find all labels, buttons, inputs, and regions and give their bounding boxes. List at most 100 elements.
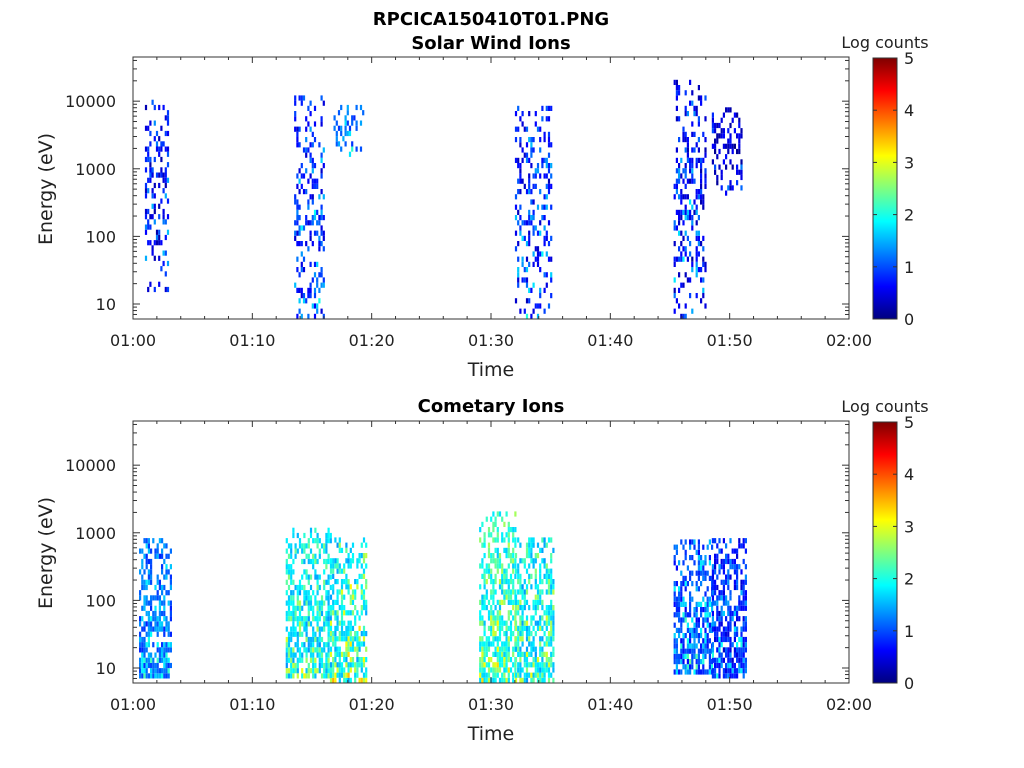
heat-cell: [521, 178, 524, 184]
heat-cell: [344, 125, 347, 131]
heat-cell: [545, 282, 548, 288]
heat-cell: [340, 589, 344, 595]
heat-cell: [139, 548, 142, 554]
heat-cell: [684, 204, 687, 210]
heat-cell: [311, 220, 314, 226]
heat-cell: [708, 669, 711, 675]
heat-cell: [302, 147, 306, 153]
heat-cell: [296, 600, 299, 606]
heat-cell: [675, 627, 678, 633]
heat-cell: [532, 225, 535, 231]
heat-cell: [543, 610, 546, 616]
heat-cell: [686, 581, 689, 587]
heat-cell: [689, 277, 692, 283]
heat-cell: [329, 651, 333, 657]
heat-cell: [343, 636, 346, 642]
heat-cell: [292, 595, 295, 601]
heat-cell: [492, 579, 495, 585]
heat-cell: [740, 605, 743, 611]
heat-cell: [487, 532, 491, 538]
heat-cell: [351, 610, 355, 616]
heat-cell: [309, 293, 312, 299]
y-tick-label: 1000: [75, 160, 116, 179]
heat-cell: [532, 625, 535, 631]
heat-cell: [296, 673, 299, 679]
heat-cell: [292, 558, 295, 565]
heat-cell: [711, 159, 714, 165]
heat-cell: [545, 620, 548, 626]
heat-cell: [722, 128, 725, 134]
heat-cell: [145, 553, 148, 559]
heat-cell: [298, 538, 302, 544]
heat-cell: [365, 584, 368, 590]
heat-cell: [702, 204, 705, 210]
heat-cell: [160, 172, 163, 178]
heat-cell: [298, 543, 302, 549]
heat-cell: [487, 573, 491, 579]
heat-cell: [296, 173, 299, 179]
heat-cell: [738, 543, 741, 549]
heat-cell: [294, 220, 297, 226]
heat-cell: [163, 616, 166, 622]
heat-cell: [498, 511, 502, 517]
heat-cell: [287, 673, 291, 679]
heat-cell: [150, 579, 153, 585]
heat-cell: [316, 558, 319, 565]
heat-cell: [700, 183, 703, 189]
heat-cell: [682, 601, 685, 607]
heat-cell: [673, 277, 676, 283]
heat-cell: [722, 626, 725, 632]
heat-cell: [292, 569, 295, 575]
heat-cell: [695, 235, 698, 241]
heat-cell: [528, 220, 531, 226]
heat-cell: [490, 516, 493, 522]
heat-cell: [169, 564, 172, 570]
heat-cell: [320, 636, 324, 643]
heat-cell: [344, 141, 347, 147]
heat-cell: [494, 620, 497, 626]
heat-cell: [720, 605, 723, 611]
heat-cell: [740, 169, 743, 175]
heat-cell: [492, 667, 495, 673]
heat-cell: [322, 163, 325, 169]
heat-cell: [729, 185, 732, 191]
heat-cell: [689, 638, 692, 644]
heat-cell: [483, 646, 486, 652]
heat-cell: [351, 662, 355, 668]
heat-cell: [695, 163, 698, 169]
heat-cell: [329, 538, 332, 544]
heat-cell: [744, 636, 747, 643]
heat-cell: [706, 596, 709, 602]
heat-cell: [325, 532, 328, 539]
heat-cell: [523, 672, 526, 678]
heat-cell: [742, 616, 745, 622]
heat-cell: [525, 625, 529, 631]
heat-cell: [684, 194, 687, 200]
heat-cell: [155, 229, 159, 235]
heat-cell: [156, 668, 159, 674]
colorbar-label: Log counts: [841, 397, 928, 416]
heat-cell: [327, 657, 330, 663]
heat-cell: [532, 605, 535, 611]
heat-cell: [145, 584, 148, 591]
heat-cell: [166, 115, 170, 121]
heat-cell: [312, 538, 315, 544]
heat-cell: [725, 673, 728, 679]
heat-cell: [158, 652, 161, 658]
heat-cell: [292, 527, 295, 533]
heat-cell: [708, 659, 711, 665]
heat-cell: [530, 584, 533, 590]
heat-cell: [711, 607, 714, 613]
heat-cell: [290, 574, 293, 580]
heat-cell: [711, 117, 714, 123]
heat-cell: [523, 563, 526, 569]
heat-cell: [545, 194, 548, 200]
heat-cell: [340, 579, 344, 585]
heat-cell: [547, 677, 551, 683]
heat-cell: [519, 225, 522, 231]
heat-cell: [496, 553, 499, 559]
heat-cell: [682, 653, 685, 659]
heat-cell: [704, 183, 707, 189]
heat-cell: [345, 677, 348, 683]
heat-cell: [530, 537, 533, 543]
